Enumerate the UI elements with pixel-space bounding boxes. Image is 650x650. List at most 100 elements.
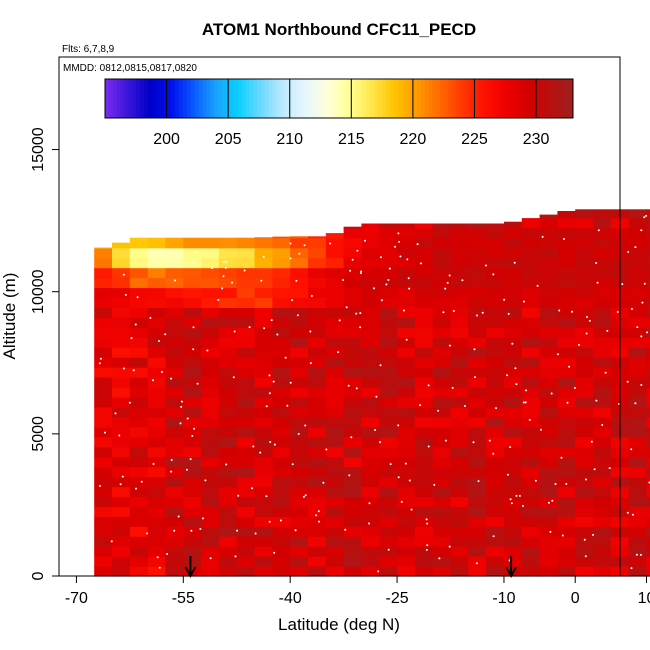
heatmap-cell [112,327,131,338]
heatmap-cell [272,416,291,428]
heatmap-cell [397,486,416,497]
heatmap-cell [557,556,576,567]
heatmap-cell [450,396,469,408]
heatmap-cell [112,426,131,438]
colorbar-segment [506,79,512,118]
heatmap-cell [129,426,149,438]
heatmap-cell [236,496,256,507]
heatmap-cell [165,347,184,358]
colorbar-segment [327,79,332,118]
heatmap-cell [201,247,220,259]
heatmap-cell [201,317,220,328]
measurement-dot [550,392,553,395]
measurement-dot [351,258,354,261]
heatmap-cell [432,267,452,279]
heatmap-cell [94,247,113,249]
heatmap-cell [468,396,487,408]
heatmap-cell [361,496,380,507]
heatmap-cell [414,426,434,438]
measurement-dot [156,556,159,559]
heatmap-cell [628,456,648,468]
measurement-dot [452,310,455,312]
heatmap-cell [343,277,362,289]
heatmap-cell [414,416,434,428]
heatmap-cell [557,526,576,537]
heatmap-cell [94,506,113,517]
heatmap-cell [521,526,541,537]
heatmap-cell [361,476,380,488]
heatmap-cell [539,214,558,219]
measurement-dot [506,374,509,377]
heatmap-cell [343,476,362,488]
colorbar-segment [144,79,149,118]
heatmap-cell [593,217,612,229]
heatmap-cell [112,386,131,398]
heatmap-cell [521,486,541,497]
measurement-dot [224,266,227,269]
heatmap-cell [183,406,202,418]
heatmap-cell [218,476,238,488]
colorbar-segment [413,79,418,118]
heatmap-cell [361,327,380,338]
heatmap-cell [521,426,541,438]
heatmap-cell [521,267,541,279]
heatmap-cell [646,536,650,547]
heatmap-cell [290,496,309,507]
heatmap-cell [272,516,291,527]
heatmap-cell [236,426,256,438]
heatmap-cell [397,476,416,488]
measurement-dot [273,443,276,446]
measurement-dot [303,244,306,247]
measurement-dot [524,401,527,404]
heatmap-cell [414,377,434,388]
heatmap-cell [450,307,469,318]
heatmap-cell [521,556,541,567]
heatmap-cell [272,357,291,368]
heatmap-cell [129,287,149,298]
measurement-dot [561,534,564,537]
measurement-dot [426,544,429,547]
heatmap-cell [575,476,594,488]
measurement-dot [180,405,183,408]
colorbar-segment [354,79,359,118]
heatmap-cell [147,377,167,388]
heatmap-cell [343,566,362,577]
heatmap-cell [325,367,345,378]
heatmap-cell [414,486,434,497]
heatmap-cell [147,406,167,418]
heatmap-cell [325,287,345,298]
heatmap-cell [557,357,576,368]
measurement-dot [190,529,193,532]
heatmap-cell [521,247,541,259]
heatmap-cell [201,377,220,388]
heatmap-cell [236,347,256,358]
measurement-dot [225,260,228,263]
heatmap-cell [504,247,523,259]
heatmap-cell [504,297,523,308]
heatmap-cell [112,287,131,298]
heatmap-cell [308,556,327,567]
heatmap-cell [94,396,113,408]
heatmap-cell [486,357,505,368]
heatmap-cell [486,307,505,318]
heatmap-cell [414,257,434,269]
heatmap-cell [379,297,398,308]
heatmap-cell [272,337,291,348]
heatmap-cell [397,227,416,239]
heatmap-cell [129,506,149,517]
heatmap-cell [521,396,541,408]
measurement-dot [639,553,642,556]
heatmap-cell [201,446,220,458]
heatmap-cell [379,396,398,408]
colorbar-segment [140,79,145,118]
heatmap-cell [521,546,541,557]
measurement-dot [394,245,396,248]
heatmap-cell [201,566,220,577]
heatmap-cell [165,247,184,259]
heatmap-cell [236,337,256,348]
heatmap-cell [379,386,398,398]
colorbar-segment [261,79,266,118]
heatmap-cell [165,257,184,269]
heatmap-cell [468,307,487,318]
